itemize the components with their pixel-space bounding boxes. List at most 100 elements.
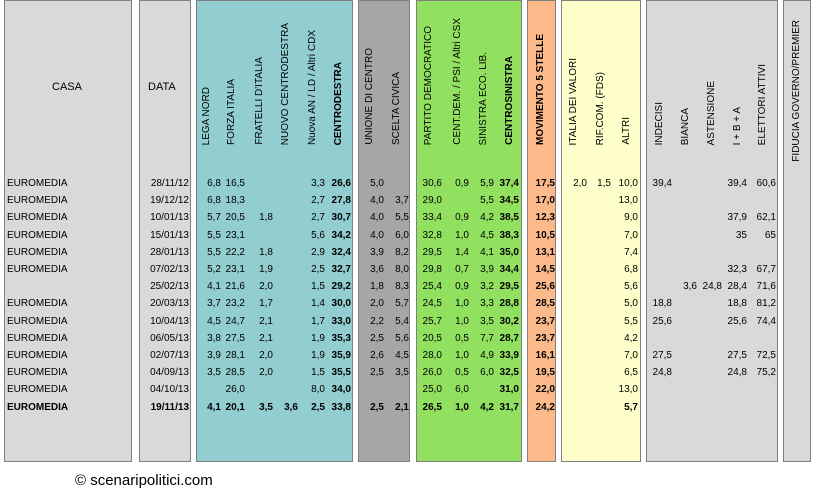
header-row: CASA DATA LEGA NORD FORZA ITALIA FRATELL…: [0, 0, 830, 167]
cell-value: 20,5: [225, 212, 245, 224]
cell-value: 4,0: [370, 212, 384, 224]
cell-value: 3,5: [259, 401, 273, 413]
cell-value: 5,5: [624, 315, 638, 327]
cell-value: 18,3: [225, 195, 245, 207]
cell-value: 2,1: [259, 332, 273, 344]
panel-data: [139, 0, 191, 462]
cell-data: 20/03/13: [150, 298, 189, 310]
cell-value: 1,8: [259, 246, 273, 258]
cell-value: 26,6: [331, 178, 351, 189]
table-row: 25/02/13 4,1 21,6 2,0 1,5 29,2 1,8 8,3 25,4 0,9 3,…: [0, 278, 830, 295]
cell-value: 32,4: [331, 246, 351, 258]
cell-value: 13,1: [535, 246, 555, 258]
cell-value: 2,5: [311, 401, 325, 413]
cell-data: 28/11/12: [150, 178, 189, 189]
cell-casa: EUROMEDIA: [7, 367, 68, 379]
cell-value: 27,5: [727, 350, 747, 361]
cell-value: 1,9: [311, 350, 325, 361]
cell-value: 39,4: [652, 178, 672, 189]
cell-value: 4,5: [480, 229, 494, 241]
cell-value: 0,9: [455, 281, 469, 293]
cell-value: 6,0: [395, 229, 409, 241]
table-row: EUROMEDIA 20/03/13 3,7 23,2 1,7 1,4 30,0 2,0 5,7…: [0, 295, 830, 312]
cell-value: 24,8: [652, 367, 672, 379]
cell-value: 35,0: [499, 246, 519, 258]
cell-value: 24,2: [535, 401, 555, 413]
cell-value: 5,0: [624, 298, 638, 310]
cell-value: 2,0: [573, 178, 587, 189]
cell-value: 23,2: [225, 298, 245, 310]
header-fratelli-italia: FRATELLI D'ITALIA: [254, 57, 265, 145]
cell-value: 3,7: [395, 195, 409, 207]
cell-value: 25,7: [422, 315, 442, 327]
cell-value: 0,9: [455, 212, 469, 224]
cell-value: 5,5: [207, 246, 221, 258]
cell-value: 3,5: [395, 367, 409, 379]
cell-value: 1,0: [455, 350, 469, 361]
cell-data: 19/12/12: [150, 195, 189, 207]
table-row: EUROMEDIA 07/02/13 5,2 23,1 1,9 2,5 32,7 3,6 8,0…: [0, 261, 830, 278]
cell-casa: EUROMEDIA: [7, 384, 68, 396]
cell-value: 32,3: [727, 264, 747, 275]
cell-value: 24,7: [225, 315, 245, 327]
cell-value: 22,2: [225, 246, 245, 258]
header-sel: SINISTRA ECO. LIB.: [478, 51, 489, 145]
cell-value: 24,8: [702, 281, 722, 293]
cell-value: 3,7: [207, 298, 221, 310]
header-data: DATA: [148, 81, 176, 93]
cell-value: 1,8: [370, 281, 384, 293]
panel-m5s: [527, 0, 556, 462]
panel-fiducia: [783, 0, 811, 462]
header-fiducia: FIDUCIA GOVERNO/PREMIER: [791, 20, 802, 162]
cell-value: 2,6: [370, 350, 384, 361]
cell-value: 30,7: [331, 212, 351, 224]
cell-value: 13,0: [618, 195, 638, 207]
cell-value: 34,2: [331, 229, 351, 241]
table-row: EUROMEDIA 19/11/13 4,1 20,1 3,5 3,6 2,5 33,8 2,5…: [0, 399, 830, 416]
cell-value: 1,8: [259, 212, 273, 224]
cell-value: 3,9: [480, 264, 494, 275]
cell-value: 5,9: [480, 178, 494, 189]
cell-value: 3,6: [683, 281, 697, 293]
cell-value: 28,5: [535, 298, 555, 310]
cell-value: 27,5: [652, 350, 672, 361]
cell-value: 0,5: [455, 367, 469, 379]
header-pd: PARTITO DEMOCRATICO: [423, 25, 434, 145]
cell-value: 8,0: [311, 384, 325, 396]
cell-value: 2,0: [259, 367, 273, 379]
panel-centrodestra: [196, 0, 353, 462]
cell-value: 30,2: [499, 315, 519, 327]
cell-value: 25,6: [727, 315, 747, 327]
cell-value: 1,0: [455, 315, 469, 327]
cell-value: 3,3: [311, 178, 325, 189]
cell-value: 28,7: [499, 332, 519, 344]
cell-value: 16,5: [225, 178, 245, 189]
cell-value: 24,5: [422, 298, 442, 310]
table-row: EUROMEDIA 15/01/13 5,5 23,1 5,6 34,2 4,0 6,0 32,…: [0, 227, 830, 244]
cell-value: 29,5: [422, 246, 442, 258]
cell-value: 26,0: [225, 384, 245, 396]
cell-value: 5,2: [207, 264, 221, 275]
cell-casa: EUROMEDIA: [7, 246, 68, 258]
cell-value: 3,6: [284, 401, 298, 413]
cell-value: 5,5: [395, 212, 409, 224]
header-cent-dem: CENT.DEM. / PSI / Altri CSX: [452, 18, 463, 145]
cell-value: 8,3: [395, 281, 409, 293]
cell-value: 2,0: [259, 350, 273, 361]
header-ibA: I + B + A: [732, 106, 743, 145]
cell-value: 35: [735, 229, 747, 241]
cell-value: 17,0: [535, 195, 555, 207]
cell-value: 4,2: [624, 332, 638, 344]
cell-value: 34,4: [499, 264, 519, 275]
cell-value: 24,8: [727, 367, 747, 379]
cell-value: 18,8: [727, 298, 747, 310]
cell-value: 16,1: [535, 350, 555, 361]
cell-value: 7,0: [624, 229, 638, 241]
cell-value: 3,5: [480, 315, 494, 327]
cell-casa: EUROMEDIA: [7, 315, 68, 327]
table-row: EUROMEDIA 19/12/12 6,8 18,3 2,7 27,8 4,0 3,7 29,…: [0, 192, 830, 209]
cell-value: 29,2: [331, 281, 351, 293]
cell-value: 28,5: [225, 367, 245, 379]
cell-value: 4,5: [207, 315, 221, 327]
cell-value: 12,3: [535, 212, 555, 224]
